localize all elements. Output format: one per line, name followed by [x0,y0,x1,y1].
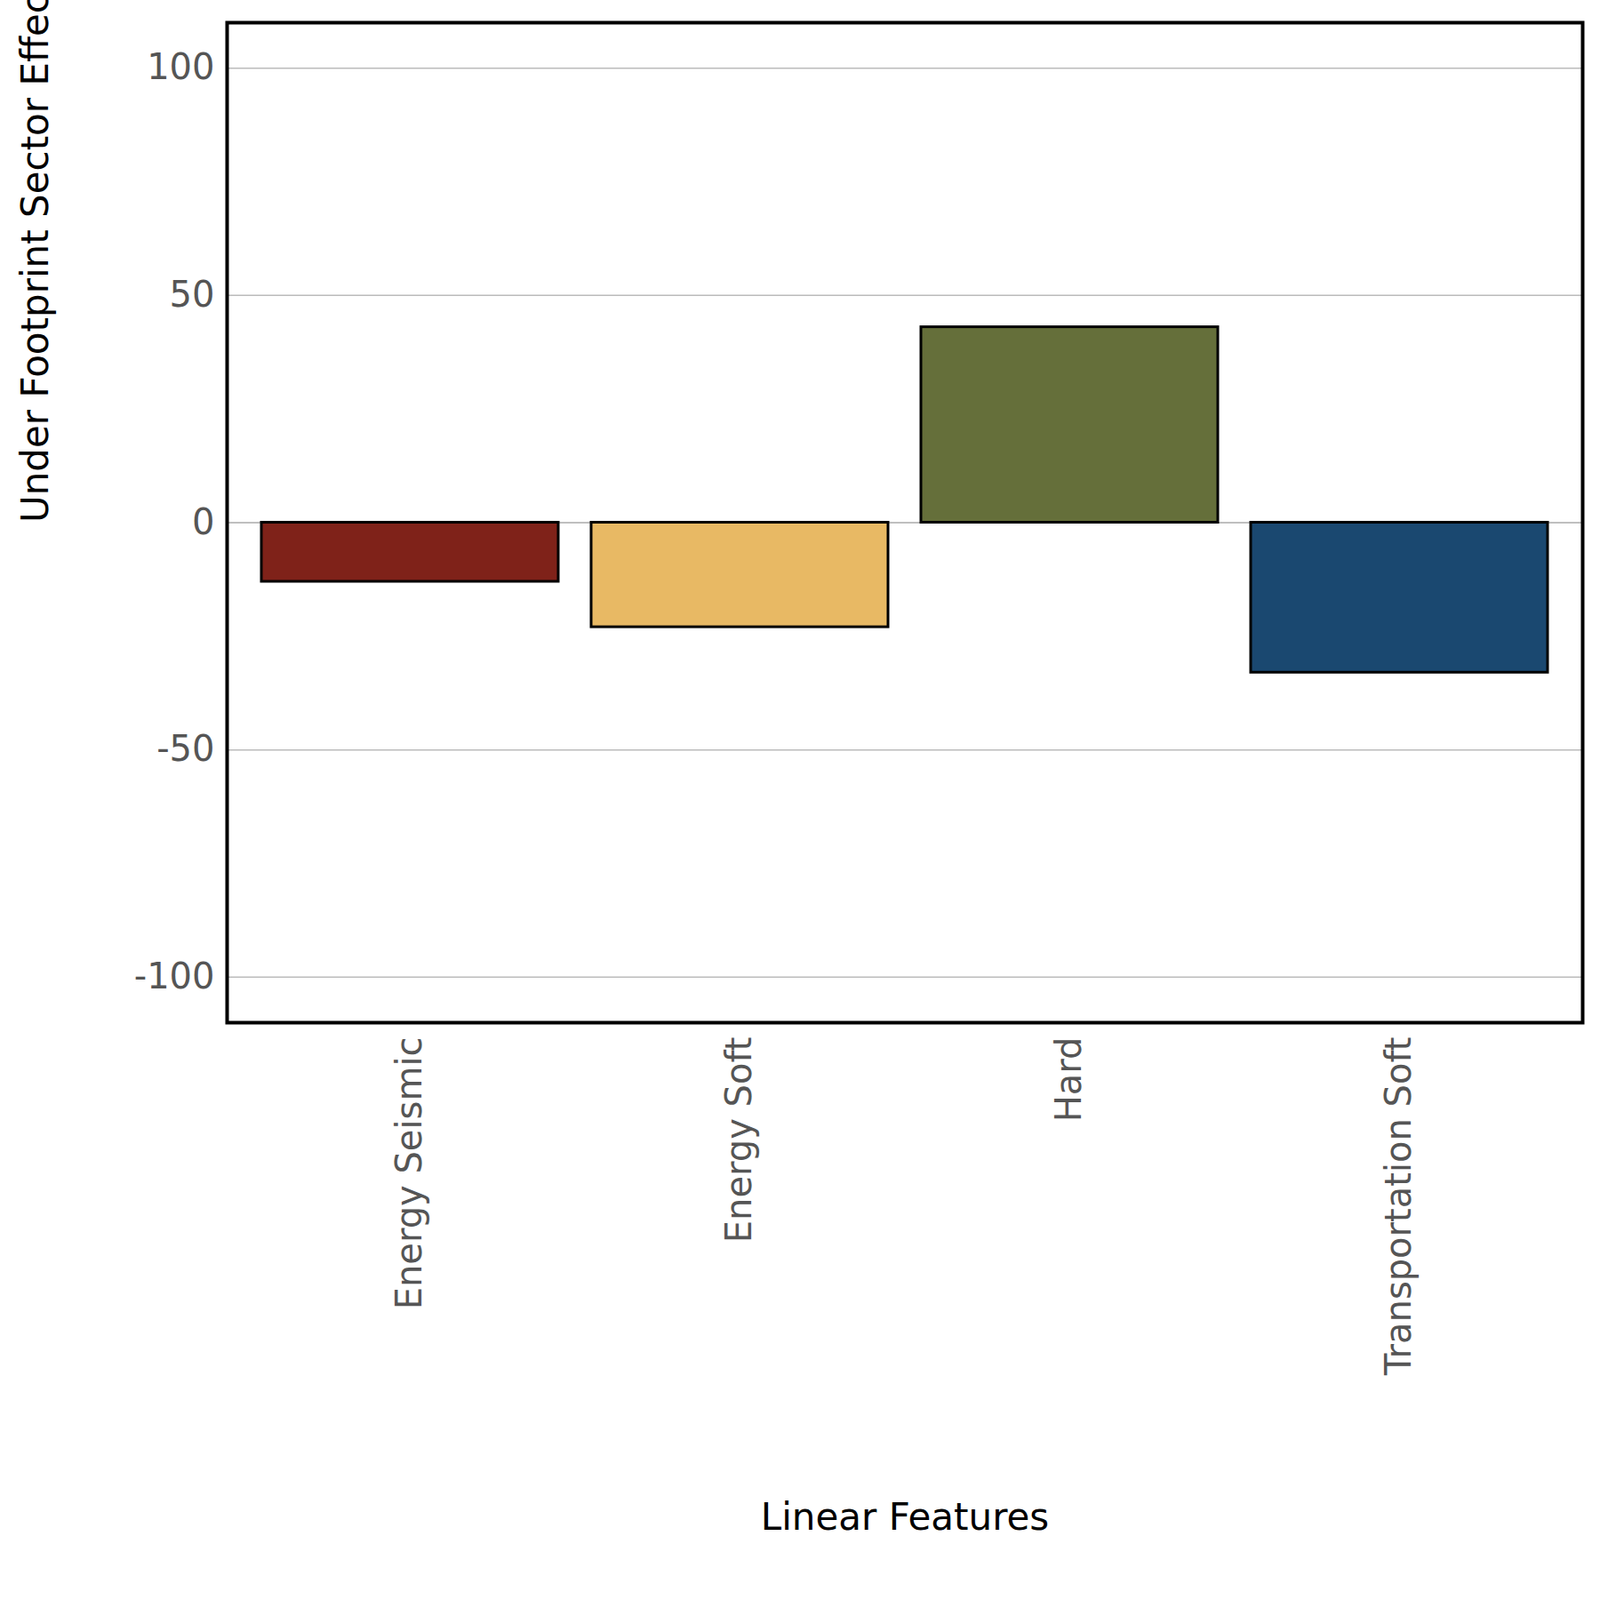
svg-text:100: 100 [146,46,215,88]
svg-text:Under Footprint Sector Effect: Under Footprint Sector Effect (%) [13,0,57,523]
svg-text:0: 0 [192,501,215,543]
svg-text:Energy Soft: Energy Soft [718,1037,760,1244]
svg-text:Transportation Soft: Transportation Soft [1377,1037,1419,1376]
svg-text:-50: -50 [156,728,215,769]
svg-text:-100: -100 [134,955,216,997]
svg-text:50: 50 [169,273,216,315]
svg-text:Linear Features: Linear Features [760,1495,1049,1539]
svg-text:Energy Seismic: Energy Seismic [388,1037,430,1311]
svg-text:Hard: Hard [1048,1037,1089,1123]
